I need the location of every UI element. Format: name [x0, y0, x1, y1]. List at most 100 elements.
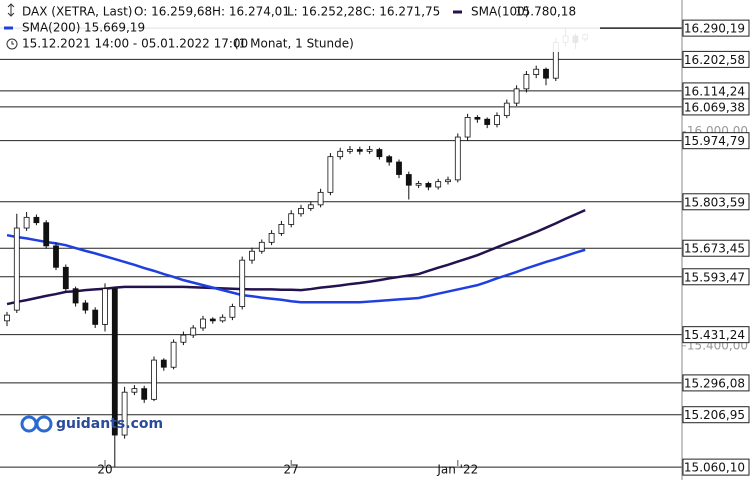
watermark: guidants.com — [20, 415, 163, 433]
candle-body — [396, 161, 402, 175]
clock-hand — [11, 41, 14, 45]
candle-body — [82, 302, 89, 311]
candle-body — [170, 341, 177, 368]
level-label: 15.803,59 — [684, 195, 745, 209]
candle-body — [141, 388, 148, 400]
level-label: 16.069,38 — [684, 100, 745, 114]
level-label-box — [682, 19, 750, 37]
candle-body — [268, 232, 275, 243]
close: C: 16.271,75 — [363, 5, 440, 19]
candle-body — [337, 150, 344, 158]
level-label-box — [682, 374, 750, 392]
level-label-box — [682, 406, 750, 424]
candle-body — [43, 222, 50, 247]
candle-body — [160, 359, 167, 368]
level-label-box — [682, 326, 750, 344]
candle-body — [258, 241, 265, 252]
candle-body — [102, 288, 108, 325]
x-tick-label: 27 — [284, 463, 299, 477]
x-tick-label: 20 — [97, 463, 112, 477]
logo — [35, 415, 53, 433]
candle-body — [23, 216, 30, 229]
legend-label: SMA(100) — [471, 5, 529, 19]
candle-body — [249, 250, 255, 261]
candle-body — [209, 318, 216, 322]
high: H: 16.274,01 — [212, 5, 290, 19]
candle-body — [151, 359, 157, 400]
header: DAX (XETRA, Last) O: 16.259,68 H: 16.274… — [0, 0, 600, 52]
level-label: 15.974,79 — [684, 134, 745, 148]
candle-body — [72, 288, 79, 304]
candle-body — [445, 179, 451, 183]
candle-body — [435, 181, 442, 188]
candle-body — [454, 136, 461, 181]
level-label: 16.202,58 — [684, 53, 745, 67]
level-label-box — [682, 193, 750, 211]
candle-body — [386, 156, 393, 163]
candle-body — [288, 213, 295, 225]
clock-icon — [6, 38, 18, 50]
instrument: DAX (XETRA, Last) — [22, 5, 132, 19]
level-label-box — [682, 98, 750, 116]
candle-body — [121, 391, 128, 436]
candle-body — [229, 306, 236, 318]
candle-body — [366, 149, 373, 152]
candle-body — [111, 288, 118, 436]
legend-value: 15.780,18 — [515, 5, 576, 19]
candle-body — [347, 149, 353, 152]
candle-body — [464, 117, 471, 138]
level-label: 15.673,45 — [684, 242, 745, 256]
level-label-box — [682, 458, 750, 476]
level-label-box — [682, 239, 750, 257]
level-label: 15.431,24 — [684, 328, 745, 342]
icon — [7, 3, 15, 17]
candle-body — [62, 266, 69, 290]
level-label: 15.296,08 — [684, 376, 745, 390]
candle-body — [190, 327, 197, 336]
candle-body — [425, 183, 432, 188]
level-label: 15.206,95 — [684, 408, 745, 422]
candle-body — [307, 204, 314, 209]
level-label: 15.060,10 — [684, 461, 745, 475]
period: (1 Monat, 1 Stunde) — [234, 37, 354, 51]
candle-body — [356, 149, 363, 152]
legend-label: SMA(200) — [22, 21, 80, 35]
candle-body — [533, 68, 540, 75]
level-label: 15.593,47 — [684, 270, 745, 284]
level-label-box — [682, 50, 750, 68]
legend-value: 15.669,19 — [84, 21, 145, 35]
candle-body — [327, 156, 334, 193]
candle-body — [376, 149, 383, 158]
candle-body — [200, 318, 206, 329]
candle-body — [415, 183, 422, 186]
date-range: 15.12.2021 14:00 - 05.01.2022 17:00 — [22, 37, 248, 51]
candle-body — [278, 224, 285, 234]
candle-body — [298, 208, 304, 215]
level-label-box — [682, 132, 750, 150]
candle-body — [523, 74, 530, 90]
level-label-box — [682, 268, 750, 286]
candle-body — [180, 334, 187, 343]
candle-body — [503, 102, 510, 117]
candle-body — [92, 309, 99, 325]
sma-line — [6, 233, 586, 304]
header-bg — [0, 0, 600, 52]
candle-body — [405, 174, 412, 186]
candle-body — [219, 316, 226, 322]
open: O: 16.259,68 — [134, 5, 212, 19]
x-tick-label: Jan '22 — [436, 463, 478, 477]
candle-body — [474, 117, 481, 120]
candle-body — [131, 388, 138, 393]
level-label: 16.290,19 — [684, 22, 745, 36]
candle-body — [317, 191, 324, 206]
candle-body — [239, 259, 246, 307]
low: L: 16.252,28 — [287, 5, 363, 19]
candle-body — [484, 118, 491, 125]
candle-body — [53, 245, 59, 268]
candle-body — [494, 115, 500, 125]
level-label: 16.114,24 — [684, 84, 745, 98]
candle-body — [543, 68, 549, 79]
candle-body — [4, 314, 10, 322]
